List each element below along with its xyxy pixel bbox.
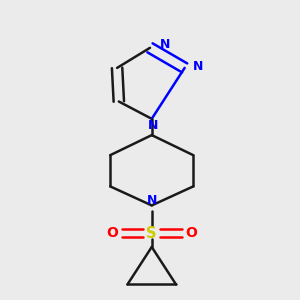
Text: N: N <box>193 60 204 74</box>
Text: N: N <box>160 38 170 51</box>
Text: N: N <box>146 194 157 207</box>
Text: O: O <box>106 226 118 240</box>
Text: S: S <box>146 226 157 241</box>
Text: N: N <box>148 118 159 132</box>
Text: O: O <box>186 226 197 240</box>
